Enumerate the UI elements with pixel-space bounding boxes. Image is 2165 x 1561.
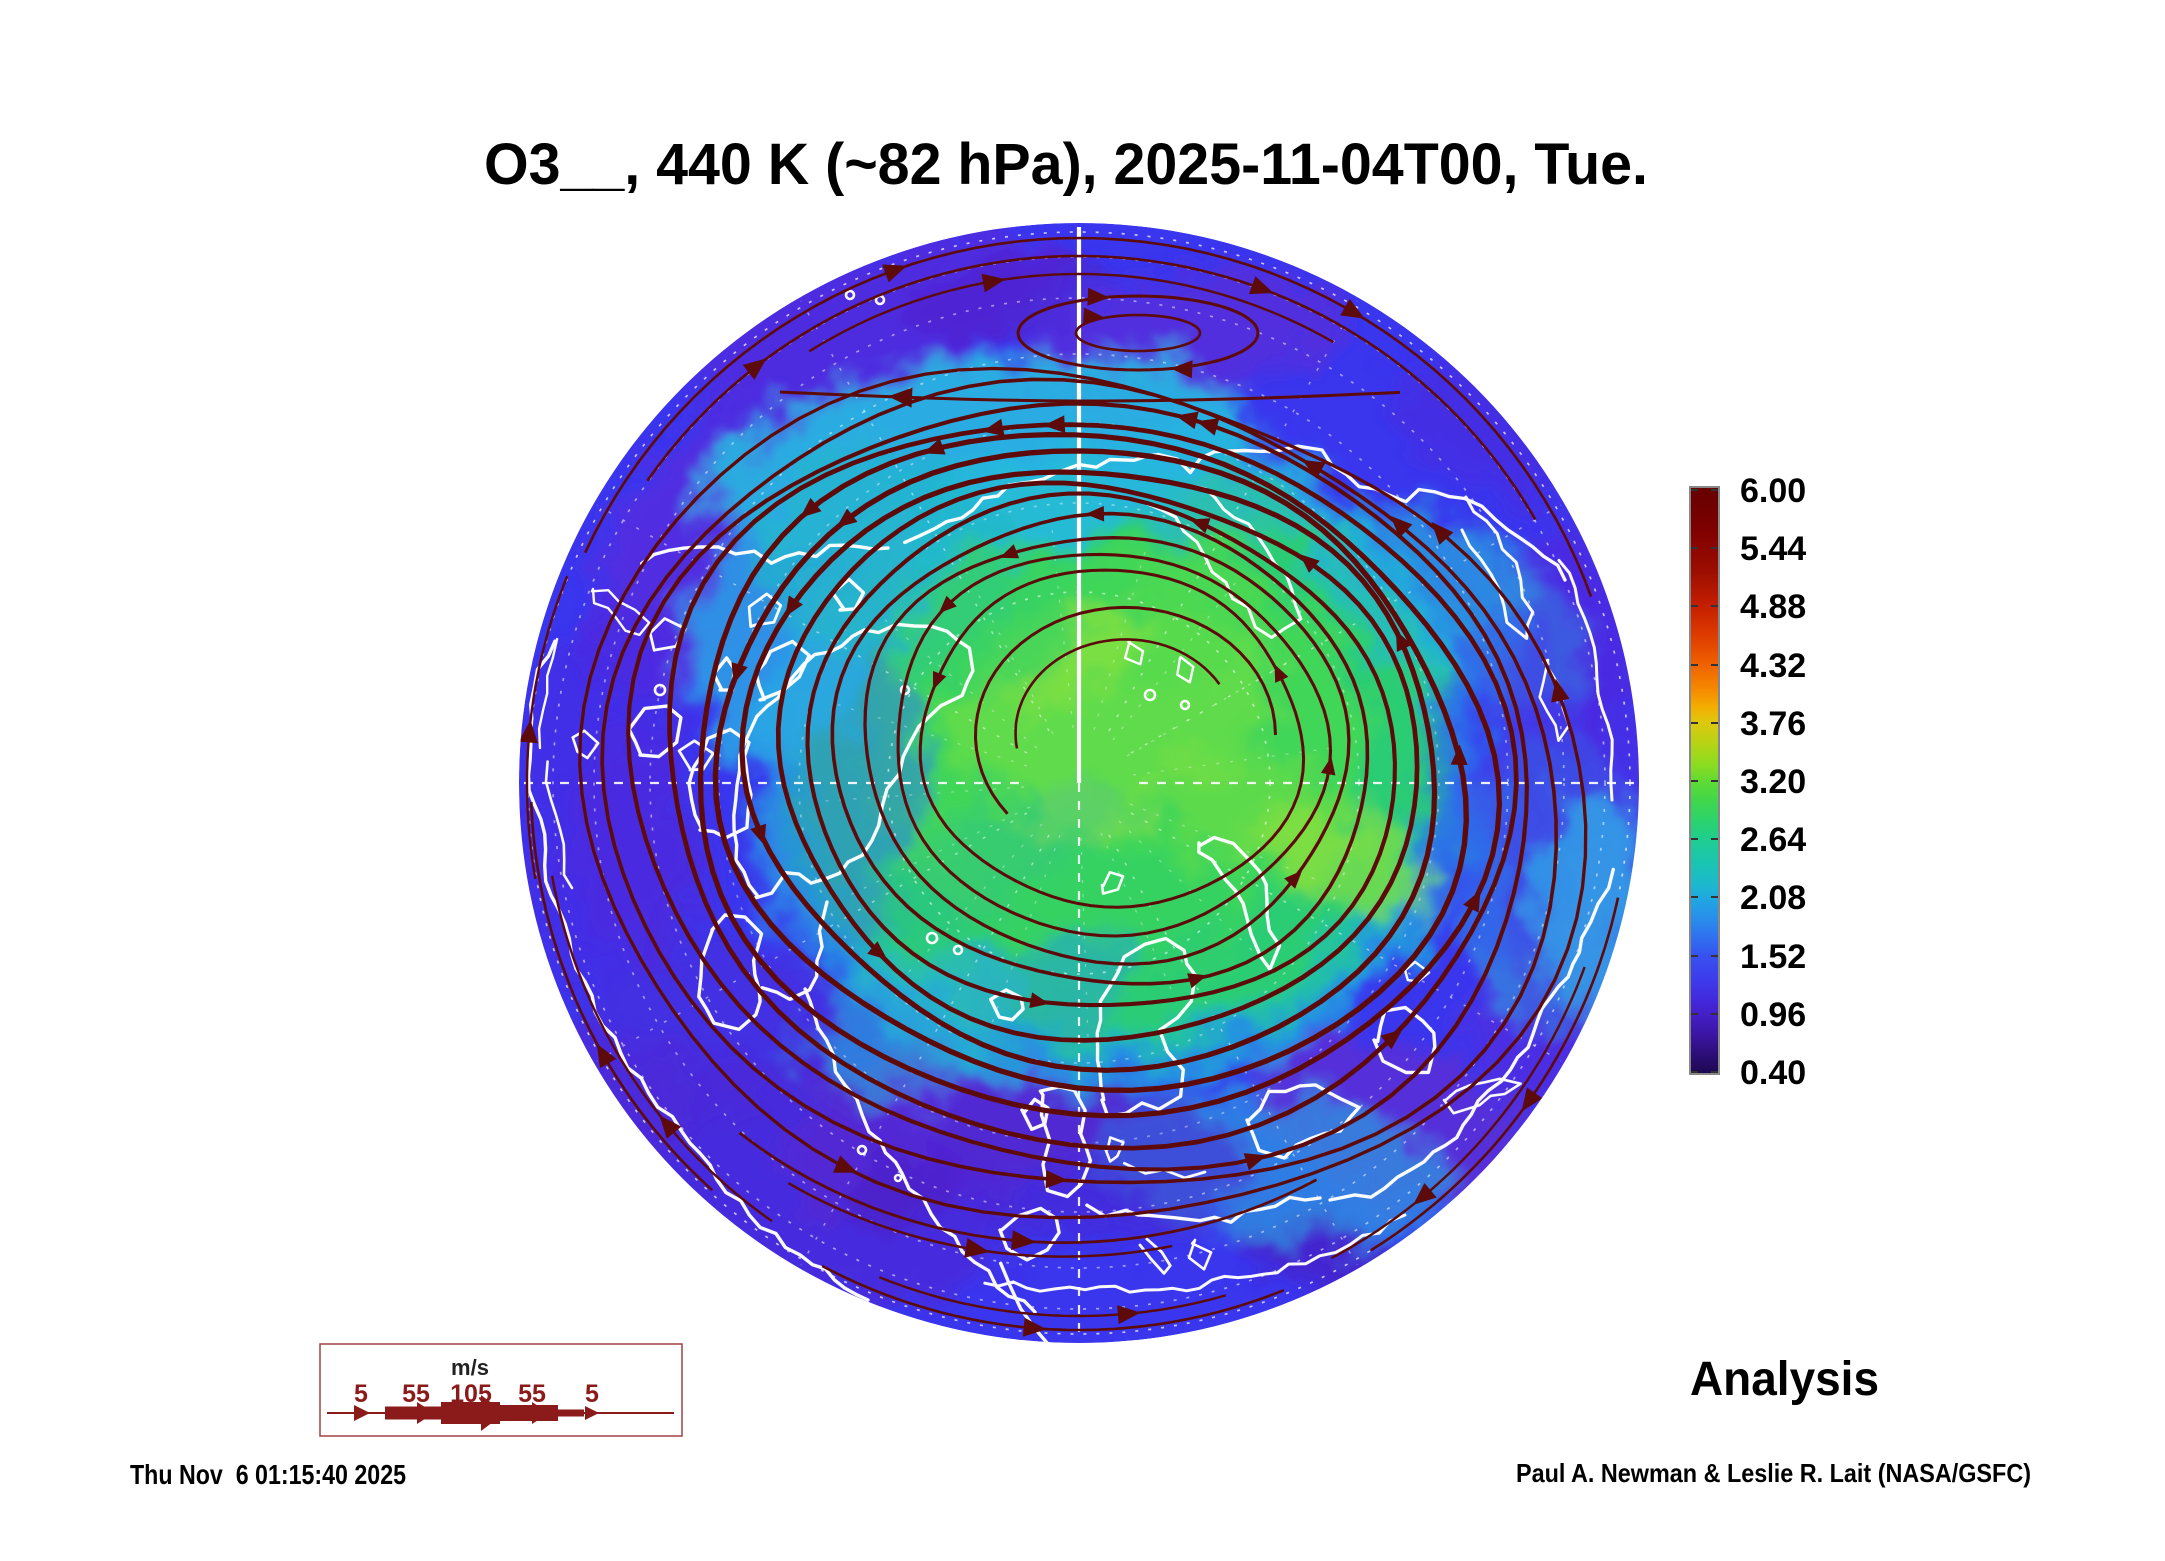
svg-text:55: 55 bbox=[402, 1380, 430, 1408]
svg-text:Analysis: Analysis bbox=[1690, 1353, 1879, 1406]
svg-text:4.88: 4.88 bbox=[1740, 588, 1806, 626]
svg-text:5: 5 bbox=[585, 1380, 599, 1408]
svg-text:Thu Nov 6 01:15:40 2025: Thu Nov 6 01:15:40 2025 bbox=[130, 1459, 406, 1490]
svg-text:6.00: 6.00 bbox=[1740, 472, 1806, 510]
svg-text:5.44: 5.44 bbox=[1740, 530, 1806, 568]
svg-text:O3__, 440 K (~82 hPa), 2025-11: O3__, 440 K (~82 hPa), 2025-11-04T00, Tu… bbox=[484, 132, 1648, 197]
svg-text:3.76: 3.76 bbox=[1740, 705, 1806, 743]
svg-text:Paul A. Newman & Leslie R. Lai: Paul A. Newman & Leslie R. Lait (NASA/GS… bbox=[1516, 1458, 2031, 1488]
svg-text:0.40: 0.40 bbox=[1740, 1054, 1806, 1092]
svg-text:3.20: 3.20 bbox=[1740, 763, 1806, 801]
svg-text:0.96: 0.96 bbox=[1740, 996, 1806, 1034]
svg-text:1.52: 1.52 bbox=[1740, 938, 1806, 976]
svg-text:4.32: 4.32 bbox=[1740, 647, 1806, 685]
svg-text:2.64: 2.64 bbox=[1740, 821, 1806, 859]
svg-text:5: 5 bbox=[354, 1380, 368, 1408]
svg-text:2.08: 2.08 bbox=[1740, 879, 1806, 917]
svg-text:m/s: m/s bbox=[451, 1355, 489, 1380]
